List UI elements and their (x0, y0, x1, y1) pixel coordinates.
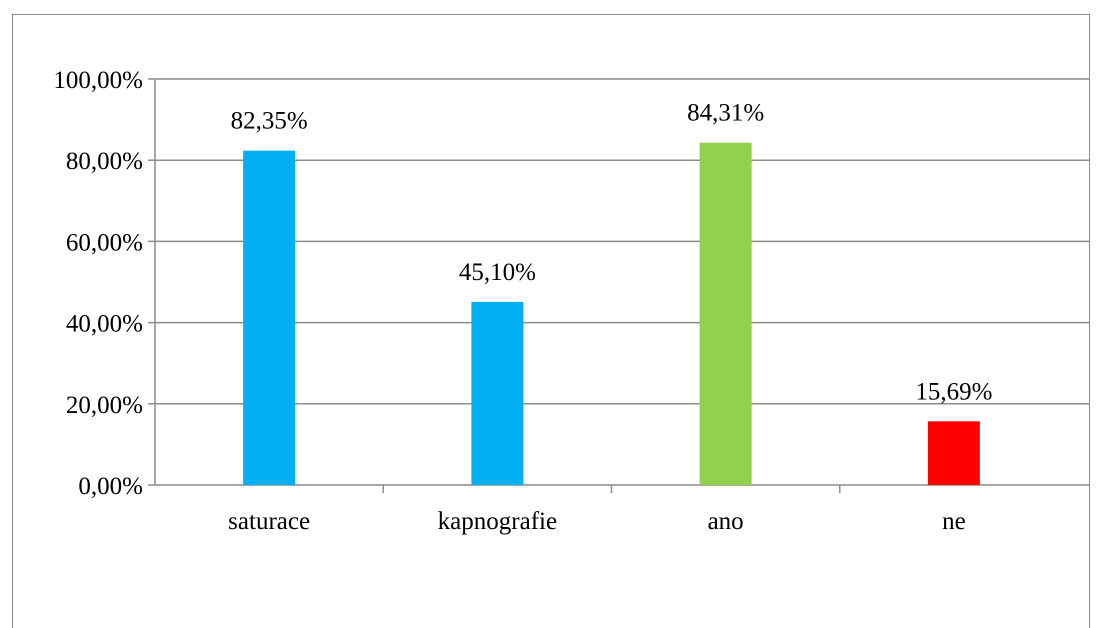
y-tick-label: 0,00% (78, 473, 143, 500)
bar-ne (927, 421, 980, 485)
y-tick-label: 80,00% (66, 148, 143, 175)
data-label-ano: 84,31% (687, 100, 764, 127)
data-labels: 82,35% 45,10% 84,31% 15,69% (231, 100, 993, 406)
bars (243, 142, 980, 485)
data-label-ne: 15,69% (915, 378, 992, 405)
x-tick-label-ne: ne (942, 508, 966, 535)
bar-saturace (243, 150, 296, 485)
y-tick-label: 20,00% (66, 392, 143, 419)
chart-frame (12, 14, 1090, 628)
y-tick-label: 40,00% (66, 311, 143, 338)
y-tick-label: 60,00% (66, 229, 143, 256)
bar-ano (699, 142, 752, 485)
data-label-kapnografie: 45,10% (459, 259, 536, 286)
gridlines (155, 78, 1090, 405)
x-tick-labels: saturace kapnografie ano ne (228, 508, 966, 535)
y-tick-labels: 0,00% 20,00% 40,00% 60,00% 80,00% 100,00% (53, 67, 143, 500)
data-label-saturace: 82,35% (231, 108, 308, 135)
x-tick-label-kapnografie: kapnografie (438, 508, 557, 535)
x-tick-label-saturace: saturace (228, 508, 310, 535)
x-tick-label-ano: ano (708, 508, 744, 535)
bar-kapnografie (471, 301, 524, 485)
y-tick-label: 100,00% (53, 67, 143, 94)
